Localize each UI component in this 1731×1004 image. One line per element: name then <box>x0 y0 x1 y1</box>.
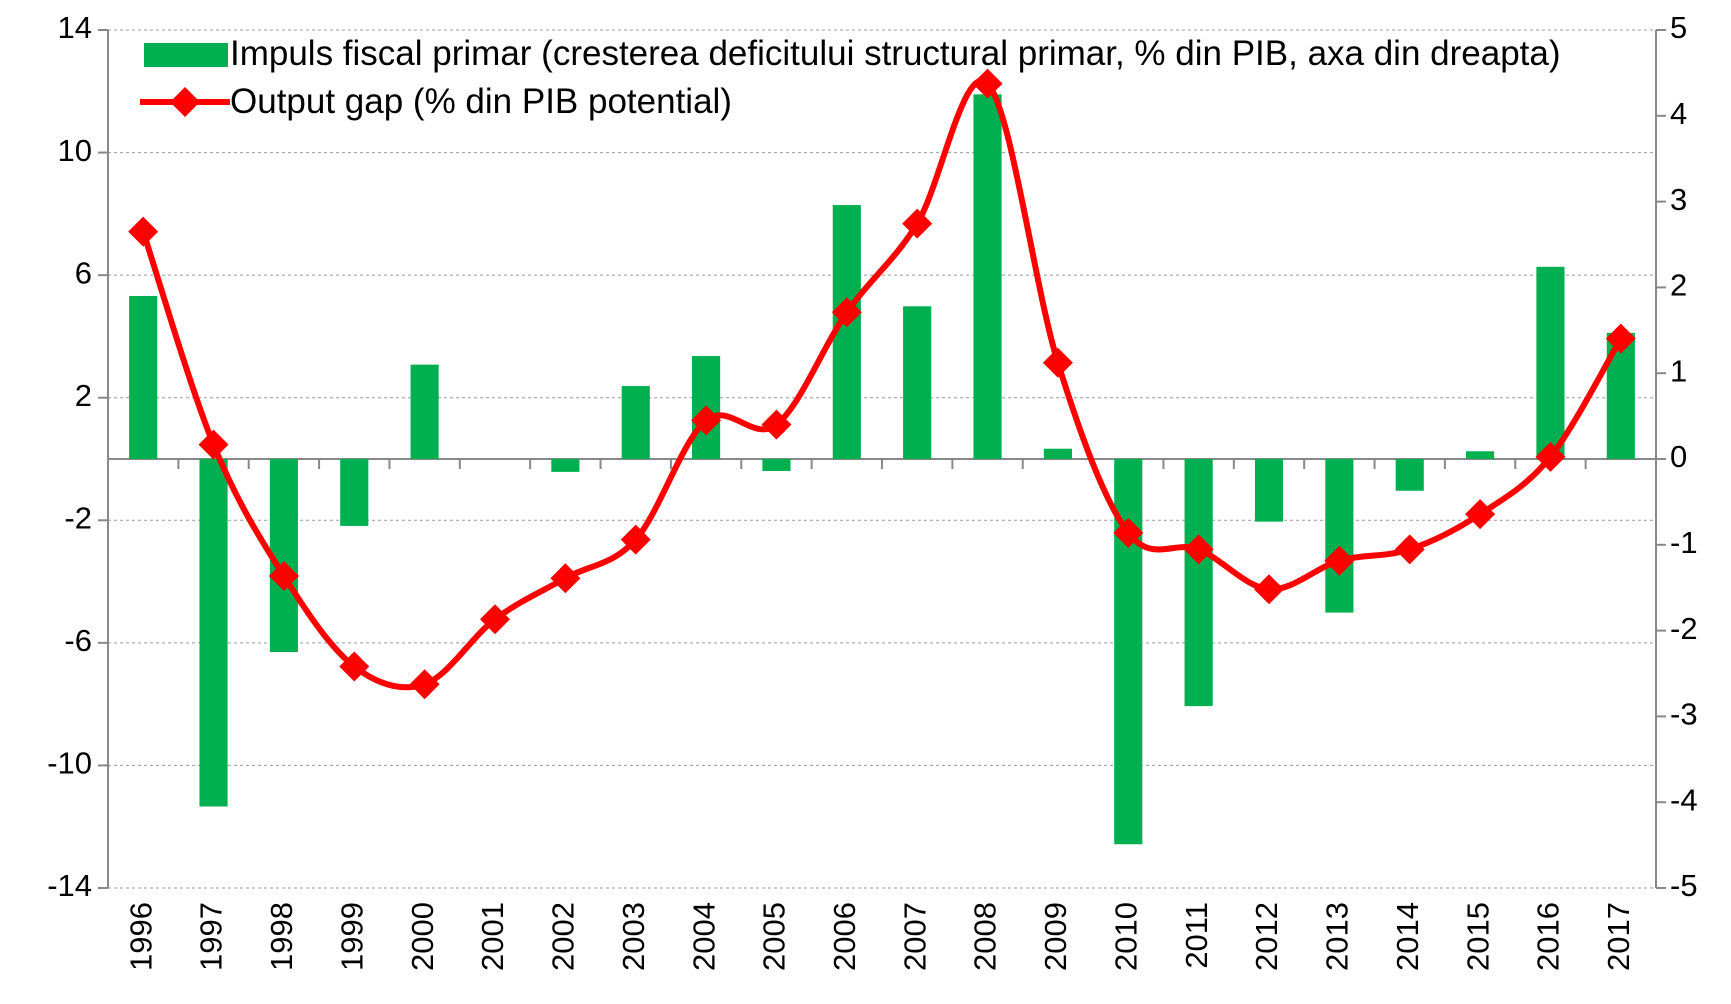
marker <box>1042 347 1073 378</box>
y-tick-label: 10 <box>58 133 92 168</box>
marker <box>620 524 651 555</box>
x-tick-label: 2003 <box>616 902 651 971</box>
x-tick-label: 1996 <box>123 902 158 971</box>
y2-tick-label: -1 <box>1670 525 1698 560</box>
x-tick-label: 2004 <box>686 902 721 971</box>
x-tick-label: 1997 <box>194 902 229 971</box>
legend-swatch-bar <box>144 43 228 67</box>
bar <box>551 459 580 472</box>
bar <box>762 459 791 472</box>
marker <box>128 216 159 247</box>
y-tick-label: -2 <box>64 500 92 535</box>
bar <box>1043 448 1072 459</box>
y2-tick-label: -4 <box>1670 782 1698 817</box>
bar <box>621 386 650 459</box>
y2-tick-label: -3 <box>1670 697 1698 732</box>
marker <box>972 68 1003 99</box>
legend-entry: Impuls fiscal primar (cresterea deficitu… <box>140 30 1600 78</box>
marker <box>1183 534 1214 565</box>
legend-swatch <box>140 87 230 117</box>
marker <box>480 604 510 635</box>
legend-label: Impuls fiscal primar (cresterea deficitu… <box>230 34 1561 73</box>
marker <box>761 409 792 440</box>
marker <box>1465 499 1496 530</box>
marker <box>1324 545 1355 576</box>
line <box>140 77 1624 691</box>
bar <box>129 295 158 459</box>
y2-tick-label: 0 <box>1670 439 1687 474</box>
bar <box>340 459 369 526</box>
marker <box>831 297 862 328</box>
marker <box>1535 441 1566 472</box>
legend-entry: Output gap (% din PIB potential) <box>140 78 1600 126</box>
bar <box>410 364 439 459</box>
bar <box>199 459 228 807</box>
y-tick-label: 14 <box>58 10 92 45</box>
x-tick-label: 2001 <box>475 902 510 971</box>
x-tick-label: 2006 <box>827 902 862 971</box>
marker <box>1605 323 1636 354</box>
x-tick-label: 2017 <box>1601 902 1636 971</box>
y2-tick-label: -5 <box>1670 868 1698 903</box>
y2-tick-label: 5 <box>1670 10 1687 45</box>
x-tick-label: 2012 <box>1249 902 1284 971</box>
x-tick-label: 1999 <box>334 902 369 971</box>
x-tick-label: 2002 <box>546 902 581 971</box>
bar <box>1325 459 1354 613</box>
marker <box>409 669 440 700</box>
x-tick-label: 2014 <box>1390 902 1425 971</box>
marker <box>1394 534 1425 565</box>
legend-swatch-marker <box>170 87 200 117</box>
y2-tick-label: 2 <box>1670 268 1687 303</box>
bar <box>1466 451 1495 459</box>
x-tick-label: 1998 <box>264 902 299 971</box>
y2-tick-label: 4 <box>1670 96 1687 131</box>
x-tick-label: 2000 <box>405 902 440 971</box>
x-tick-label: 2010 <box>1108 902 1143 971</box>
bar <box>1536 266 1565 459</box>
y-tick-label: -14 <box>47 868 92 903</box>
bar <box>1184 459 1213 707</box>
legend: Impuls fiscal primar (cresterea deficitu… <box>140 30 1600 126</box>
marker <box>1254 574 1284 605</box>
marker <box>550 563 581 594</box>
marker <box>691 405 722 436</box>
x-tick-label: 2013 <box>1320 902 1355 971</box>
x-tick-label: 2009 <box>1038 902 1073 971</box>
y-tick-label: -6 <box>64 623 92 658</box>
y-tick-label: -10 <box>47 746 92 781</box>
x-tick-label: 2008 <box>968 902 1003 971</box>
bar <box>973 94 1002 459</box>
y-tick-label: 2 <box>75 378 92 413</box>
marker <box>1113 517 1144 548</box>
bar <box>1395 459 1424 491</box>
x-tick-label: 2015 <box>1460 902 1495 971</box>
y2-tick-label: 3 <box>1670 182 1687 217</box>
x-tick-label: 2005 <box>757 902 792 971</box>
legend-swatch <box>144 43 228 67</box>
y-tick-label: 6 <box>75 255 92 290</box>
x-tick-label: 2011 <box>1179 902 1214 969</box>
marker <box>339 651 370 682</box>
x-tick-label: 2007 <box>897 902 932 971</box>
bar <box>903 306 932 459</box>
legend-label: Output gap (% din PIB potential) <box>230 82 732 121</box>
bar <box>1254 459 1284 522</box>
y2-tick-label: -2 <box>1670 611 1698 646</box>
x-tick-label: 2016 <box>1531 902 1566 971</box>
marker <box>198 429 229 460</box>
marker <box>268 561 299 592</box>
y2-tick-label: 1 <box>1670 353 1687 388</box>
marker <box>902 208 933 239</box>
